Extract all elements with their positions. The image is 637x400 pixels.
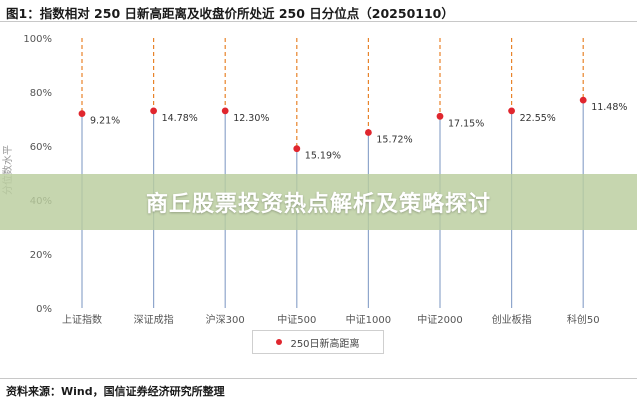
chart-legend: 250日新高距离 xyxy=(252,330,384,354)
data-point xyxy=(150,107,158,115)
y-tick-label: 100% xyxy=(23,34,52,45)
data-label: 15.72% xyxy=(376,135,412,146)
y-tick-label: 20% xyxy=(30,250,52,261)
x-tick-label: 沪深300 xyxy=(206,313,245,326)
data-points: 9.21% 14.78% 12.30% 15.19% 15.72% 17.15% 22.55… xyxy=(78,96,627,162)
data-point xyxy=(365,129,372,136)
y-tick-label: 60% xyxy=(30,142,52,153)
data-label: 11.48% xyxy=(591,102,627,113)
data-label: 14.78% xyxy=(162,113,198,124)
x-tick-label: 中证500 xyxy=(277,313,316,326)
data-label: 12.30% xyxy=(233,113,269,124)
title-divider xyxy=(0,21,637,22)
data-point xyxy=(436,112,444,120)
y-tick-label: 80% xyxy=(30,88,52,99)
data-point xyxy=(579,96,587,104)
x-axis: 上证指数 深证成指 沪深300 中证500 中证1000 中证2000 创业板指 科创50 xyxy=(62,313,600,326)
data-point xyxy=(78,110,86,117)
data-point xyxy=(293,145,301,153)
data-point xyxy=(508,107,515,115)
legend-label: 250日新高距离 xyxy=(290,338,360,350)
x-tick-label: 中证1000 xyxy=(346,313,391,326)
data-label: 9.21% xyxy=(90,116,120,127)
x-tick-label: 中证2000 xyxy=(417,313,462,326)
x-tick-label: 创业板指 xyxy=(492,313,532,326)
source-divider xyxy=(0,378,637,379)
data-label: 22.55% xyxy=(520,113,556,124)
x-tick-label: 科创50 xyxy=(567,313,600,326)
data-label: 15.19% xyxy=(305,151,341,162)
overlay-banner: 商丘股票投资热点解析及策略探讨 xyxy=(0,174,637,230)
lollipop-lines xyxy=(81,38,584,308)
banner-text: 商丘股票投资热点解析及策略探讨 xyxy=(145,192,491,217)
source-note: 资料来源：Wind，国信证券经济研究所整理 xyxy=(6,385,225,398)
data-point xyxy=(221,107,229,115)
x-tick-label: 深证成指 xyxy=(134,313,174,326)
legend-marker-icon xyxy=(276,339,283,345)
x-tick-label: 上证指数 xyxy=(62,313,102,326)
y-tick-label: 0% xyxy=(36,304,52,315)
figure-title: 图1：指数相对 250 日新高距离及收盘价所处近 250 日分位点（202501… xyxy=(6,6,454,21)
data-label: 17.15% xyxy=(448,118,484,129)
